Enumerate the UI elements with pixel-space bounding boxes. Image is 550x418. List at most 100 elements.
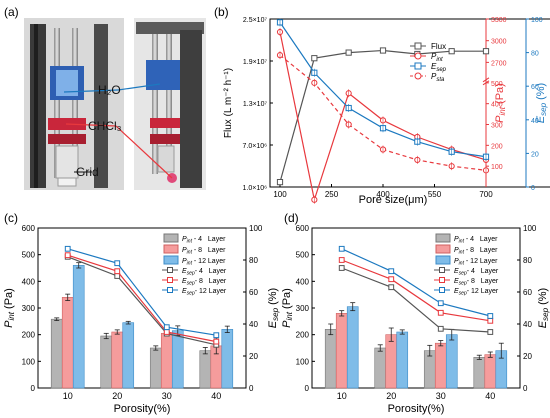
b-flux-tick-label: 7.0×10⁶ xyxy=(243,143,268,150)
d-esep-point-1 xyxy=(338,257,345,263)
b-pint-tick-label: 2700 xyxy=(491,60,507,67)
photo-right xyxy=(134,18,206,190)
b-flux-tick-label: 2.5×10⁷ xyxy=(243,17,268,24)
d-x-tick-label: 30 xyxy=(436,391,446,401)
panel-d-legend: Pint - 4 Layer Pint - 8 Layer Pint - 12 … xyxy=(434,233,499,297)
d-legend-bar-2: Pint - 8 Layer xyxy=(454,247,498,256)
d-bar-s0 xyxy=(324,329,337,389)
b-pint-axis-break xyxy=(482,80,490,86)
flux-axis-title: Flux (L m⁻² h⁻¹) xyxy=(223,68,234,138)
c-esep-line-2 xyxy=(67,248,217,336)
d-bar-s1 xyxy=(484,354,497,389)
d-bar-s0 xyxy=(374,347,387,389)
d-x-tick-label: 40 xyxy=(485,391,495,401)
c-esep-point-1 xyxy=(213,338,220,345)
c-bar-s1 xyxy=(111,331,124,389)
c-left-axis-title: Pint (Pa) xyxy=(3,288,16,328)
d-legend-line-2: Esep- 8 Layer xyxy=(454,278,499,287)
c-xlabel: Porosity(%) xyxy=(114,403,171,415)
d-esep-line-2 xyxy=(341,248,491,317)
c-bar-s0 xyxy=(50,318,63,389)
b-flux-tick-label: 1.0×10⁶ xyxy=(243,185,268,192)
h2o-label: H₂O xyxy=(98,83,121,97)
b-x-tick-label: 550 xyxy=(428,190,442,199)
c-bar-s1 xyxy=(160,333,173,389)
b-pint-axis-break xyxy=(482,77,490,83)
c-esep-point-2 xyxy=(163,324,170,331)
d-esep-point-0 xyxy=(487,329,494,335)
panel-c-marks: 0 100 200 300 400 500 600 0 20 40 60 80 100 10 20 30 40 xyxy=(22,224,263,401)
grid-label: Grid xyxy=(76,165,99,179)
c-left-tick-label: 500 xyxy=(22,251,36,260)
c-right-tick-label: 60 xyxy=(249,288,258,297)
b-point-0 xyxy=(345,49,352,56)
d-left-tick-label: 100 xyxy=(296,357,310,366)
panel-b-xlabel: Pore size(μm) xyxy=(359,194,428,206)
c-legend-line-2: Esep- 8 Layer xyxy=(182,278,227,287)
c-x-tick-label: 10 xyxy=(63,391,73,401)
c-bar-s0 xyxy=(100,335,113,389)
c-right-tick-label: 100 xyxy=(249,224,263,233)
c-x-tick-label: 30 xyxy=(162,391,172,401)
d-x-tick-label: 20 xyxy=(386,391,396,401)
h2o-pointer-left xyxy=(63,89,119,93)
b-pint-tick-label: 100 xyxy=(491,164,503,171)
c-right-tick-label: 0 xyxy=(249,384,254,393)
esep-axis-title: Esep (%) xyxy=(535,83,548,123)
panel-d-label: (d) xyxy=(284,211,299,225)
b-flux-tick-label: 1.9×10⁷ xyxy=(243,59,268,66)
chcl3-pointer-right xyxy=(115,125,173,179)
d-xlabel: Porosity(%) xyxy=(388,403,445,415)
d-left-tick-label: 500 xyxy=(296,251,310,260)
c-bar-s0 xyxy=(199,350,212,389)
b-point-0 xyxy=(276,179,284,186)
d-x-tick-label: 10 xyxy=(337,391,347,401)
d-esep-point-1 xyxy=(487,317,494,324)
b-pint-tick-label: 3300 xyxy=(491,17,507,24)
d-esep-point-2 xyxy=(487,313,494,319)
legend-psta: Psta xyxy=(431,72,445,83)
panel-b-label: (b) xyxy=(214,5,229,19)
d-right-tick-label: 80 xyxy=(523,256,532,265)
b-x-tick-label: 250 xyxy=(325,190,339,199)
c-right-axis-title: Esep (%) xyxy=(267,288,280,328)
pint-axis-title: Pint (Pa) xyxy=(494,83,507,123)
d-right-tick-label: 100 xyxy=(523,224,537,233)
panel-b: (b) 100 250 400 550 7001.0×10⁶7.0×10⁶1.3×10⁷… xyxy=(214,5,550,206)
panel-c: (c) 0 100 200 300 400 500 600 0 20 40 60 80 100 10 20 3… xyxy=(3,211,280,415)
legend-pint: Pint xyxy=(431,52,443,63)
d-right-tick-label: 40 xyxy=(523,320,532,329)
d-left-tick-label: 200 xyxy=(296,331,310,340)
c-bar-s1 xyxy=(61,297,74,389)
d-legend-line-1: Esep- 4 Layer xyxy=(454,268,499,277)
chcl3-pointer-left xyxy=(65,123,117,127)
panel-b-frame xyxy=(269,18,550,188)
d-legend-bar-3: Pint - 12 Layer xyxy=(454,258,498,267)
c-esep-point-1 xyxy=(64,252,71,259)
c-bar-s2 xyxy=(171,330,184,389)
panel-a: (a) xyxy=(4,5,206,190)
d-esep-point-1 xyxy=(437,309,444,316)
d-left-tick-label: 600 xyxy=(296,224,310,233)
c-legend-bar-2: Pint - 8 Layer xyxy=(182,247,226,256)
legend-esep: Esep xyxy=(431,62,447,73)
b-pint-tick-label: 3000 xyxy=(491,39,507,46)
d-bar-s2 xyxy=(445,334,458,389)
d-right-tick-label: 20 xyxy=(523,352,532,361)
b-x-tick-label: 100 xyxy=(273,190,287,199)
panel-c-label: (c) xyxy=(4,211,18,225)
b-pint-tick-label: 200 xyxy=(491,143,503,150)
panel-d-marks: 0 100 200 300 400 500 600 0 20 40 60 80 100 10 20 30 40 xyxy=(296,224,537,401)
d-esep-point-0 xyxy=(437,325,444,332)
d-esep-line-0 xyxy=(341,267,491,333)
d-right-tick-label: 60 xyxy=(523,288,532,297)
d-esep-point-0 xyxy=(388,284,395,291)
c-legend-bar-1: Pint - 4 Layer xyxy=(182,236,226,245)
panel-c-legend: Pint - 4 Layer Pint - 8 Layer Pint - 12 … xyxy=(162,233,227,297)
d-left-axis-title: Pint (Pa) xyxy=(281,288,294,328)
photo-left xyxy=(24,18,124,190)
d-legend-line-3: Esep- 12 Layer xyxy=(454,288,499,297)
d-legend-bar-1: Pint - 4 Layer xyxy=(454,236,498,245)
b-point-0 xyxy=(311,55,318,62)
